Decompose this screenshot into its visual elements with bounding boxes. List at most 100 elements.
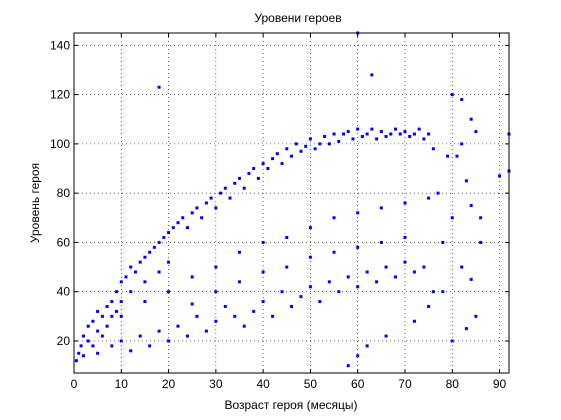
data-point xyxy=(105,324,109,328)
data-point xyxy=(204,201,208,205)
data-point xyxy=(351,137,355,141)
data-point xyxy=(327,280,331,284)
data-point xyxy=(242,186,246,190)
data-point xyxy=(318,142,322,146)
data-point xyxy=(384,334,388,338)
data-point xyxy=(162,235,166,239)
data-point xyxy=(346,364,350,368)
data-point xyxy=(464,179,468,183)
y-tick-label: 40 xyxy=(57,285,71,299)
data-point xyxy=(299,295,303,299)
data-point xyxy=(138,334,142,338)
y-axis-ticks: 20 40 60 80 100 120 140 xyxy=(50,38,509,348)
chart-title: Уровени героев xyxy=(254,11,341,25)
data-point xyxy=(403,260,407,264)
data-point xyxy=(474,314,478,318)
data-point xyxy=(290,154,293,158)
data-point xyxy=(195,314,199,318)
data-point xyxy=(285,147,289,151)
data-point xyxy=(327,142,331,146)
data-point xyxy=(261,240,265,244)
data-point xyxy=(313,147,317,151)
data-point xyxy=(79,344,83,348)
data-point xyxy=(157,85,161,89)
data-point xyxy=(356,127,360,131)
data-point xyxy=(96,351,100,355)
data-point xyxy=(337,139,341,143)
data-point xyxy=(450,93,454,97)
data-point xyxy=(370,73,374,77)
y-tick-label: 20 xyxy=(57,334,71,348)
data-point xyxy=(379,130,383,134)
data-point xyxy=(464,327,468,331)
data-point xyxy=(105,304,109,308)
data-point xyxy=(346,130,350,134)
data-point xyxy=(167,339,171,343)
data-point xyxy=(96,329,100,333)
data-point xyxy=(370,127,374,131)
data-point xyxy=(110,344,114,348)
data-point xyxy=(261,162,265,166)
data-point xyxy=(233,181,237,185)
data-point xyxy=(398,132,402,136)
data-point xyxy=(115,290,119,294)
data-point xyxy=(285,265,289,269)
data-point xyxy=(148,250,152,254)
data-point xyxy=(469,203,473,207)
data-point xyxy=(441,240,445,244)
data-point xyxy=(332,250,336,254)
data-point xyxy=(356,354,360,358)
data-point xyxy=(417,127,421,131)
plot-frame xyxy=(73,32,510,374)
data-point xyxy=(143,280,147,284)
data-point xyxy=(228,196,232,200)
data-point xyxy=(299,149,303,153)
data-point xyxy=(219,191,223,195)
data-point xyxy=(138,260,142,264)
data-point xyxy=(157,329,161,333)
data-point xyxy=(252,309,256,313)
data-point xyxy=(204,329,208,333)
data-point xyxy=(152,245,156,249)
data-point xyxy=(110,300,114,304)
data-point xyxy=(403,130,407,134)
data-point xyxy=(96,309,100,313)
data-point xyxy=(124,275,128,279)
data-point xyxy=(247,171,251,175)
data-point xyxy=(389,132,393,136)
data-point xyxy=(185,334,189,338)
data-point xyxy=(176,324,180,328)
x-tick-label: 70 xyxy=(398,377,412,391)
data-point xyxy=(176,221,180,225)
x-axis-label: Возраст героя (месяцы) xyxy=(224,398,357,412)
data-point xyxy=(427,304,431,308)
data-point xyxy=(431,147,435,151)
data-point xyxy=(332,216,336,220)
data-point xyxy=(252,167,256,171)
data-point xyxy=(223,186,227,190)
data-point xyxy=(498,174,502,178)
data-point xyxy=(427,132,431,136)
data-point xyxy=(129,265,133,269)
data-point xyxy=(450,216,454,220)
data-point xyxy=(181,216,185,220)
data-point xyxy=(119,314,123,318)
data-point xyxy=(412,319,416,323)
data-point xyxy=(77,351,81,355)
x-tick-label: 30 xyxy=(209,377,223,391)
data-point xyxy=(469,117,473,121)
data-point xyxy=(214,206,218,210)
data-point xyxy=(436,191,440,195)
data-point xyxy=(275,152,279,156)
data-point xyxy=(200,216,204,220)
data-point xyxy=(237,176,241,180)
x-axis-ticks: 0 10 20 30 40 50 60 70 80 90 xyxy=(71,33,507,391)
data-point xyxy=(119,300,123,304)
data-point xyxy=(271,157,275,161)
data-point xyxy=(403,201,407,205)
data-point xyxy=(119,280,123,284)
data-point xyxy=(237,250,241,254)
x-tick-label: 40 xyxy=(256,377,270,391)
data-point xyxy=(375,280,379,284)
data-point xyxy=(81,354,85,358)
